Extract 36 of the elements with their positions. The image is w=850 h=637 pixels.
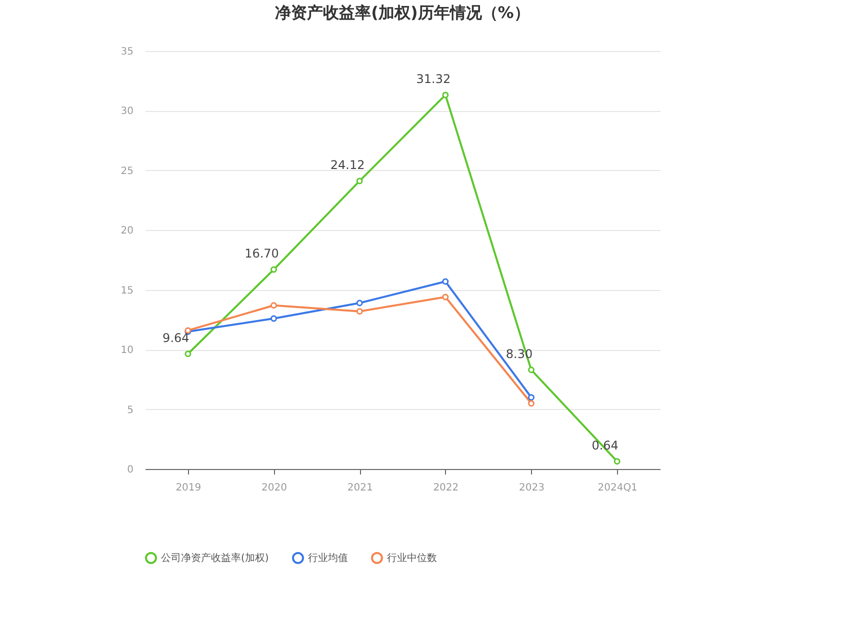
x-tick-label: 2020 — [262, 482, 287, 494]
point — [356, 300, 363, 306]
point — [270, 315, 277, 322]
x-tick-label: 2022 — [433, 482, 459, 494]
x-tick-label: 2024Q1 — [598, 482, 638, 494]
legend-label: 公司净资产收益率(加权) — [161, 552, 269, 564]
x-tick-label: 2019 — [176, 482, 202, 494]
point — [528, 394, 534, 401]
point — [270, 266, 277, 273]
legend-label: 行业均值 — [308, 552, 348, 564]
chart-title: 净资产收益率(加权)历年情况（%） — [275, 3, 530, 22]
y-tick-label: 20 — [120, 226, 134, 237]
point — [528, 366, 534, 374]
x-tick-label: 2021 — [347, 482, 373, 494]
point — [270, 302, 277, 309]
y-tick-label: 0 — [127, 464, 134, 476]
data-label: 9.64 — [162, 330, 190, 345]
point — [528, 400, 534, 407]
y-tick-label: 35 — [120, 46, 134, 58]
y-tick-label: 30 — [120, 106, 134, 118]
data-label: 31.32 — [416, 72, 451, 86]
data-label: 16.70 — [244, 246, 279, 261]
data-label: 24.12 — [330, 158, 365, 172]
legend-label: 行业中位数 — [387, 552, 437, 564]
point — [356, 308, 363, 315]
point — [442, 278, 449, 285]
y-tick-label: 15 — [120, 285, 134, 296]
point — [442, 294, 449, 300]
y-tick-label: 5 — [127, 404, 134, 416]
point — [356, 178, 363, 184]
y-tick-label: 10 — [120, 345, 134, 356]
y-tick-label: 25 — [120, 166, 134, 177]
point — [614, 458, 620, 465]
point — [184, 350, 192, 358]
point — [442, 92, 449, 98]
x-tick-label: 2023 — [519, 482, 544, 494]
